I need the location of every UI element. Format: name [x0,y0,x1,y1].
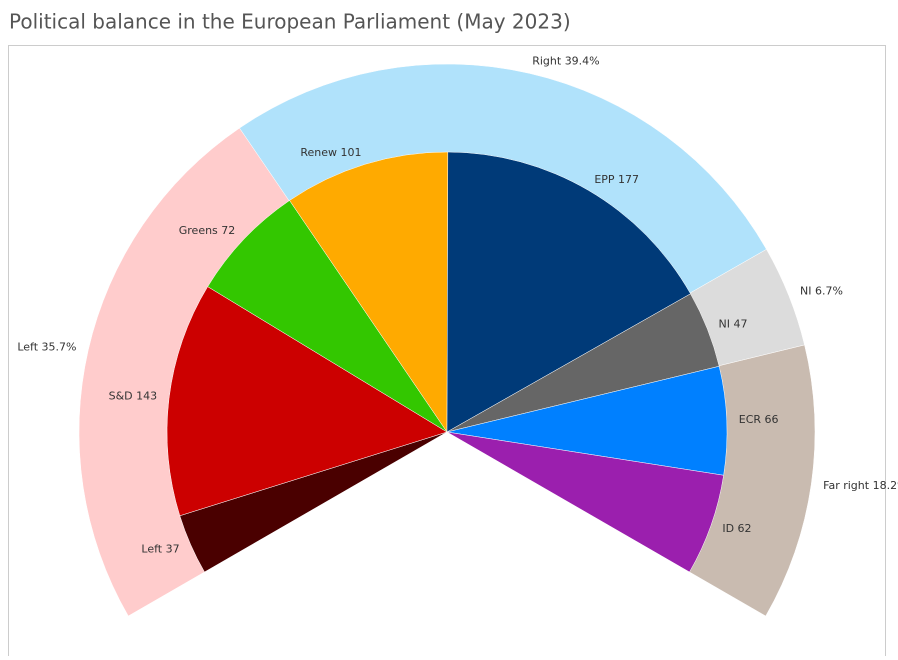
label-name: NI [800,284,811,297]
inner-label: ECR 66 [739,413,779,426]
inner-slice [207,200,448,433]
label-value: 39.4% [565,55,600,68]
label-name: EPP [594,173,615,186]
panel [8,45,886,660]
label-value: 18.2% [873,479,898,492]
label-value: 66 [765,413,779,426]
inner-slice [446,431,724,573]
inner-slice [446,151,691,433]
label-name: NI [719,318,730,331]
inner-slice [289,151,449,433]
inner-label: S&D 143 [109,390,158,403]
inner-label: Left 37 [141,542,179,555]
outer-label: NI 6.7% [800,284,843,297]
inner-label: ID 62 [722,522,751,535]
outer-label: Right 39.4% [532,55,599,68]
label-value: 35.7% [42,341,77,354]
label-name: Left [17,341,38,354]
label-value: 143 [136,390,157,403]
label-value: 177 [618,173,639,186]
inner-slice [166,286,448,517]
label-name: S&D [109,390,133,403]
label-value: 62 [738,522,752,535]
inner-label: Renew 101 [300,146,361,159]
outer-label: Left 35.7% [17,341,76,354]
chart-title: Political balance in the European Parlia… [9,10,571,34]
label-name: Left [141,542,162,555]
label-name: Right [532,55,562,68]
label-name: Far right [823,479,870,492]
label-value: 47 [734,318,748,331]
label-value: 72 [221,224,235,237]
label-name: ECR [739,413,762,426]
inner-label: NI 47 [719,318,748,331]
inner-label: EPP 177 [594,173,639,186]
label-value: 37 [166,542,180,555]
inner-label: Greens 72 [179,224,236,237]
label-name: Greens [179,224,218,237]
label-value: 6.7% [815,284,843,297]
label-value: 101 [341,146,362,159]
label-name: Renew [300,146,337,159]
label-name: ID [722,522,734,535]
outer-label: Far right 18.2% [823,479,898,492]
